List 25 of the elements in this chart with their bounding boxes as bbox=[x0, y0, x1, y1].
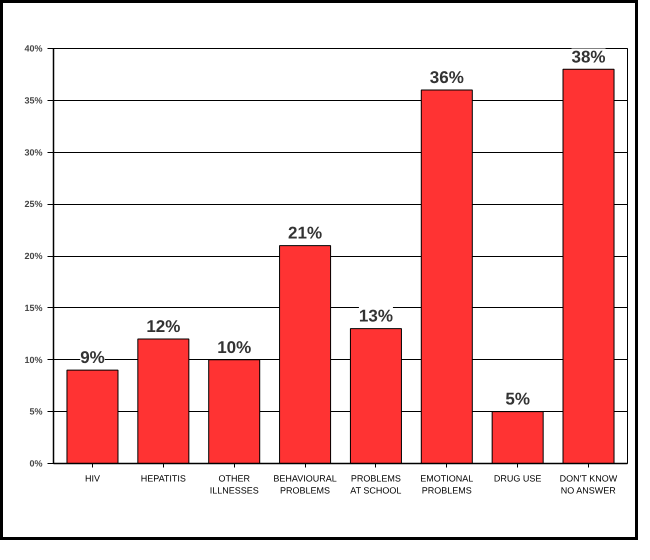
data-label: 36% bbox=[430, 68, 464, 87]
x-tick-label: BEHAVIOURAL PROBLEMS bbox=[273, 474, 337, 496]
x-tick-label: DON'T KNOW NO ANSWER bbox=[560, 474, 618, 496]
x-tick-label: HIV bbox=[84, 474, 100, 484]
data-label: 21% bbox=[288, 224, 322, 243]
data-label: 13% bbox=[358, 306, 393, 326]
y-tick-label: 25% bbox=[24, 199, 42, 210]
y-tick-label: 10% bbox=[24, 354, 42, 365]
y-tick-label: 20% bbox=[24, 251, 42, 261]
y-tick-label: 40% bbox=[24, 44, 42, 54]
data-label: 38% bbox=[572, 47, 606, 66]
x-tick-label: OTHER ILLNESSES bbox=[210, 474, 259, 496]
y-tick-label: 35% bbox=[24, 95, 42, 106]
y-tick-label: 5% bbox=[29, 406, 43, 417]
x-tick-label: EMOTIONAL PROBLEMS bbox=[420, 474, 474, 496]
y-tick-label: 15% bbox=[24, 302, 42, 313]
y-tick-label: 30% bbox=[24, 147, 42, 158]
x-tick-label: HEPATITIS bbox=[140, 474, 186, 484]
data-label: 10% bbox=[217, 338, 252, 357]
x-tick-label: DRUG USE bbox=[494, 474, 542, 484]
data-label: 5% bbox=[505, 390, 530, 409]
x-tick-label: PROBLEMS AT SCHOOL bbox=[350, 474, 402, 496]
data-label: 9% bbox=[80, 348, 105, 368]
y-tick-label: 0% bbox=[29, 458, 43, 468]
data-label: 12% bbox=[146, 317, 180, 336]
